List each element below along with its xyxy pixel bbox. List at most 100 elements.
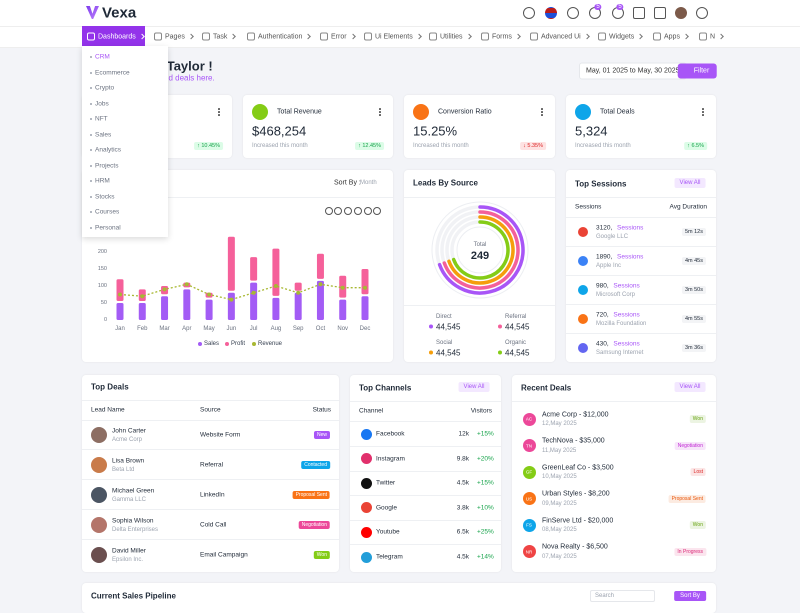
channel-icon xyxy=(360,453,372,465)
search-input[interactable]: Search xyxy=(590,590,656,602)
bullet xyxy=(90,226,92,229)
toolbar-icon[interactable] xyxy=(364,207,372,215)
sort-value[interactable]: Month xyxy=(360,180,377,186)
dropdown-item[interactable]: NFT xyxy=(95,115,108,123)
header-icon[interactable] xyxy=(567,7,579,19)
x-tick-label: Jan xyxy=(115,326,125,332)
toolbar-icon[interactable] xyxy=(354,207,362,215)
view-all[interactable]: View All xyxy=(674,382,706,392)
bullet xyxy=(90,71,92,74)
header-icon[interactable] xyxy=(633,7,645,19)
change: +20% xyxy=(477,455,494,463)
divider xyxy=(82,197,393,198)
deal-date: 07,May 2025 xyxy=(542,553,577,560)
nav-item[interactable]: Task xyxy=(213,33,228,40)
nav-item[interactable]: N xyxy=(710,33,716,40)
welcome-subtitle: eads and deals here. xyxy=(140,73,215,83)
lead-name: Michael Green xyxy=(112,487,155,494)
browser-icon xyxy=(578,227,588,237)
legend-label: Organic xyxy=(505,340,527,346)
status-badge: Negotiation xyxy=(674,441,706,450)
toolbar-icon[interactable] xyxy=(373,207,381,215)
menu-dot[interactable] xyxy=(379,111,381,113)
divider xyxy=(82,400,339,401)
nav-item[interactable]: Apps xyxy=(664,33,680,40)
dropdown-item[interactable]: HRM xyxy=(95,177,110,185)
dropdown-item[interactable]: Sales xyxy=(95,131,112,138)
divider xyxy=(566,304,716,305)
x-tick-label: Dec xyxy=(359,326,371,332)
lead-company: Acme Corp xyxy=(112,437,143,443)
stat-note: Increased this month xyxy=(252,143,308,149)
divider xyxy=(350,470,501,472)
legend-label: Direct xyxy=(436,314,452,320)
dropdown-item[interactable]: Stocks xyxy=(95,193,115,200)
nav-item[interactable]: Error xyxy=(331,33,347,40)
channel-icon xyxy=(360,477,372,489)
channels-card xyxy=(350,375,501,572)
dropdown-item[interactable]: Crypto xyxy=(95,84,115,92)
panel-title: Top Deals xyxy=(91,382,129,392)
nav-item[interactable]: Forms xyxy=(492,33,512,40)
menu-dot[interactable] xyxy=(541,111,543,113)
toolbar-icon[interactable] xyxy=(344,207,352,215)
nav-item[interactable]: Pages xyxy=(165,33,185,40)
nav-item[interactable]: Advanced Ui xyxy=(541,33,581,40)
sessions-card xyxy=(566,170,716,362)
divider xyxy=(512,401,716,402)
header-icon[interactable] xyxy=(696,7,708,19)
dropdown-item[interactable]: CRM xyxy=(95,53,110,61)
session-label: Sessions xyxy=(617,224,644,231)
view-all[interactable]: View All xyxy=(674,178,706,188)
view-all[interactable]: View All xyxy=(458,382,490,392)
filter-button[interactable]: Filter xyxy=(677,63,717,79)
bullet xyxy=(90,102,92,105)
visitors: 3.8k xyxy=(456,504,469,512)
visitors: 9.8k xyxy=(456,455,469,463)
nav-item[interactable]: Utilities xyxy=(440,33,463,40)
header-icon[interactable] xyxy=(523,7,535,19)
header-icon[interactable] xyxy=(545,7,557,19)
avatar xyxy=(91,517,107,533)
column-header: Lead Name xyxy=(91,406,125,414)
menu-dot[interactable] xyxy=(218,114,220,116)
nav-item[interactable]: Dashboards xyxy=(98,33,136,40)
toolbar-icon[interactable] xyxy=(325,207,333,215)
status-badge: Proposal Sent xyxy=(292,491,330,499)
dropdown-item[interactable]: Projects xyxy=(95,162,119,169)
divider xyxy=(82,449,339,450)
menu-dot[interactable] xyxy=(702,108,704,110)
menu-dot[interactable] xyxy=(702,111,704,113)
menu-dot[interactable] xyxy=(541,108,543,110)
menu-dot[interactable] xyxy=(541,114,543,116)
stat-value: $468,254 xyxy=(252,123,307,139)
sort-button[interactable]: Sort By xyxy=(674,591,706,601)
header-icon[interactable] xyxy=(654,7,666,19)
menu-dot[interactable] xyxy=(218,108,220,110)
dropdown-item[interactable]: Analytics xyxy=(95,146,122,154)
dropdown-item[interactable]: Personal xyxy=(95,224,121,231)
x-tick-label: Apr xyxy=(182,326,192,332)
deal-date: 09,May 2025 xyxy=(542,500,577,507)
header-icon[interactable] xyxy=(675,7,687,19)
menu-dot[interactable] xyxy=(218,111,220,113)
session-label: Sessions xyxy=(613,311,640,318)
dropdown-item[interactable]: Ecommerce xyxy=(95,69,130,76)
channel-icon xyxy=(360,428,372,440)
menu-dot[interactable] xyxy=(379,114,381,116)
dropdown-item[interactable]: Jobs xyxy=(95,100,109,107)
divider xyxy=(404,197,555,198)
session-count: 3120, xyxy=(596,224,613,231)
menu-dot[interactable] xyxy=(702,114,704,116)
toolbar-icon[interactable] xyxy=(334,207,342,215)
y-tick-label: 50 xyxy=(100,300,107,306)
nav-item[interactable]: Ui Elements xyxy=(375,33,413,40)
dropdown-item[interactable]: Courses xyxy=(95,208,120,216)
menu-dot[interactable] xyxy=(379,108,381,110)
nav-item[interactable]: Widgets xyxy=(609,33,635,40)
lead-name: Lisa Brown xyxy=(112,457,145,464)
sort-label[interactable]: Sort By : xyxy=(334,179,361,187)
status-badge: Negotiation xyxy=(298,521,330,529)
date-range[interactable]: May, 01 2025 to May, 30 2025 xyxy=(579,62,687,80)
nav-item[interactable]: Authentication xyxy=(258,33,303,40)
